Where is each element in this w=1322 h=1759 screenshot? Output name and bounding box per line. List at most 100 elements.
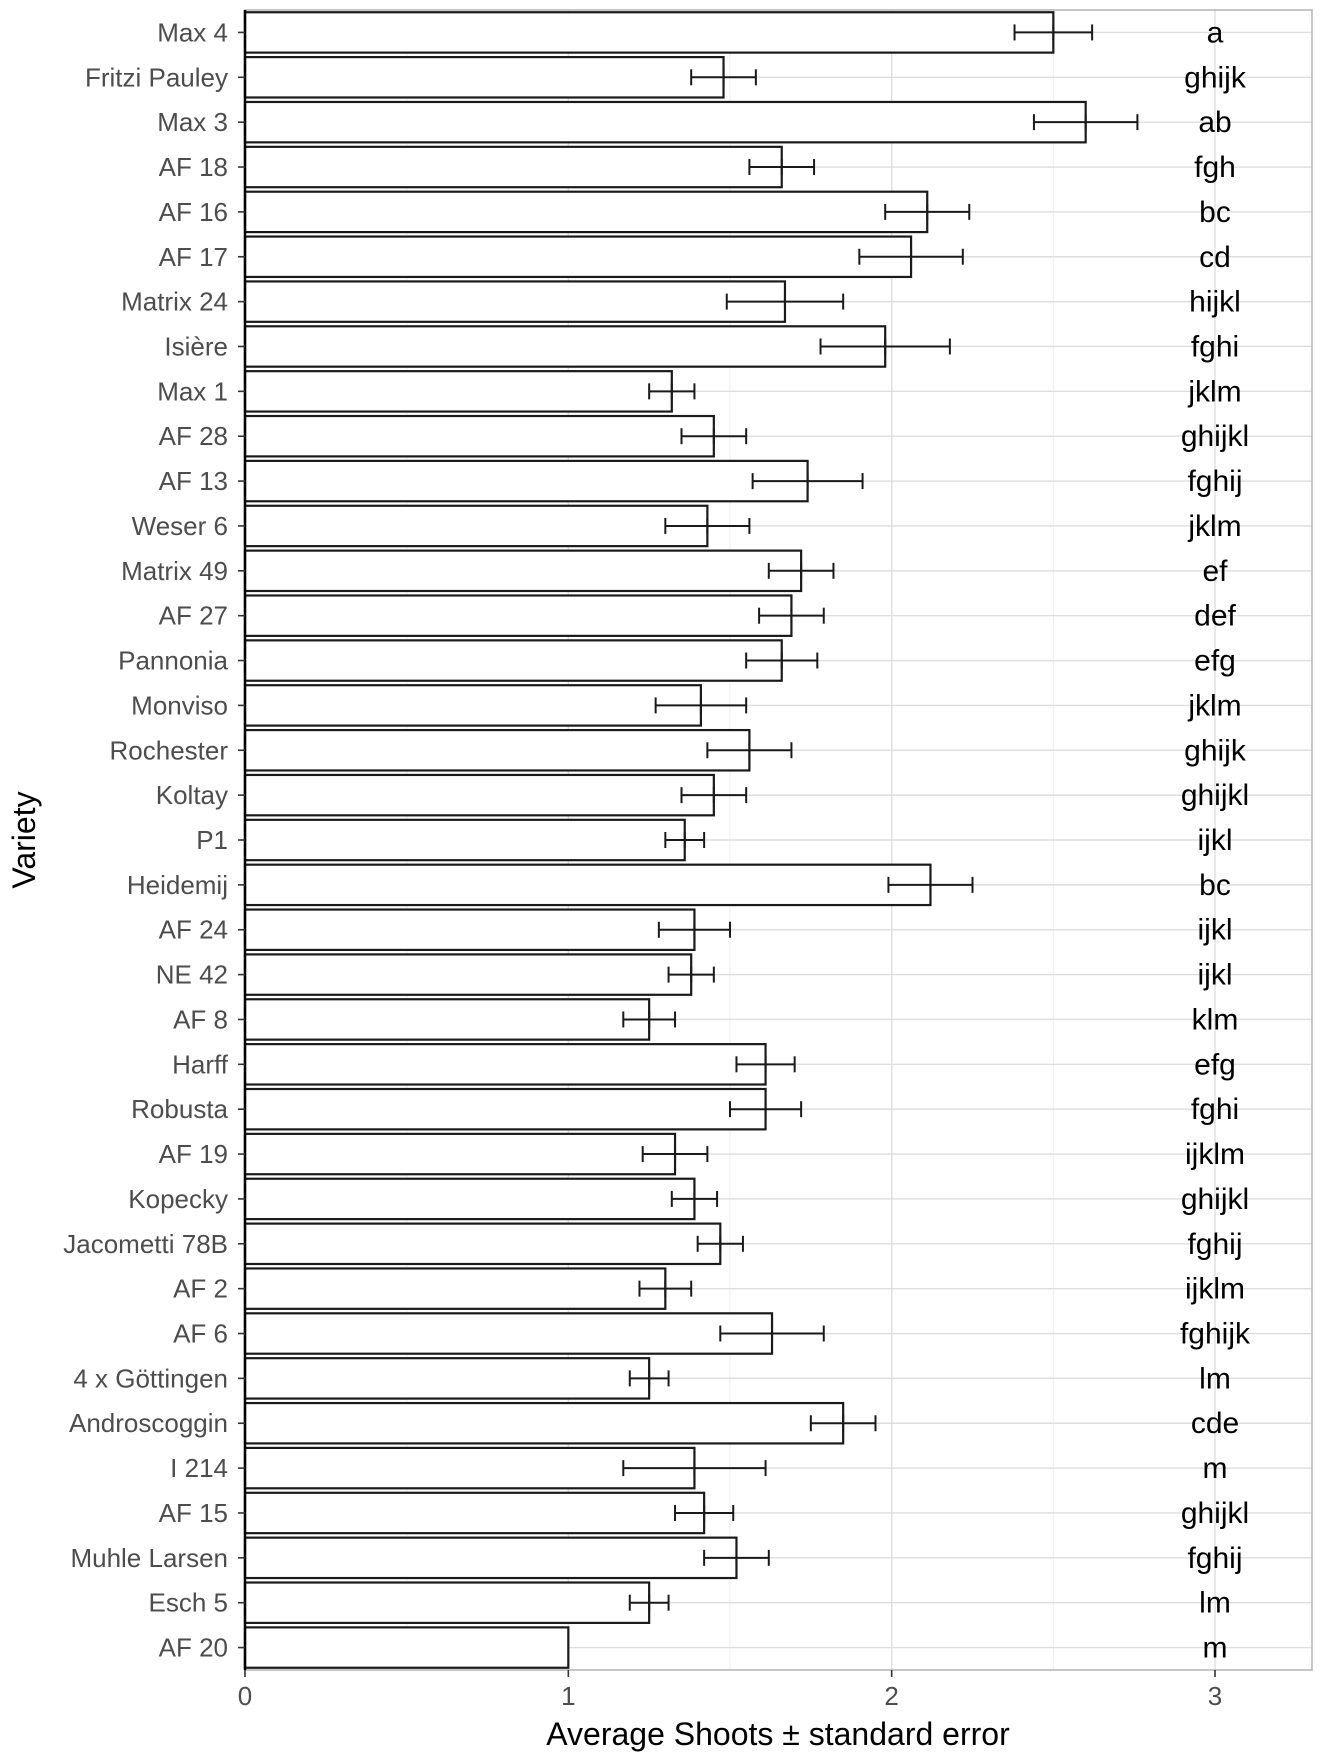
bar [243, 1581, 651, 1624]
bar [243, 100, 1087, 144]
y-tick-label: Max 3 [157, 107, 228, 137]
y-tick-label: Matrix 24 [121, 287, 228, 317]
bar [243, 1536, 738, 1580]
error-bar [1032, 114, 1139, 131]
error-bar [767, 562, 835, 579]
bar [243, 235, 913, 279]
error-bar [729, 1101, 803, 1118]
significance-letter: ijklm [1185, 1273, 1245, 1306]
bar [243, 280, 787, 323]
significance-letter: cd [1199, 241, 1231, 274]
y-tick-label: Rochester [110, 735, 229, 765]
y-tick-label: AF 6 [173, 1319, 228, 1349]
significance-letter: cde [1191, 1407, 1239, 1440]
y-tick-label: P1 [196, 825, 228, 855]
significance-letter: fgh [1194, 151, 1236, 184]
significance-letter: ijkl [1198, 824, 1233, 857]
error-bar [735, 1056, 796, 1073]
significance-letter: ghijkl [1181, 779, 1249, 812]
significance-letter: a [1207, 16, 1224, 49]
y-tick-label: Androscoggin [69, 1408, 228, 1438]
significance-letter: ghijkl [1181, 420, 1249, 453]
y-tick-label: Weser 6 [132, 511, 228, 541]
error-bar [1013, 24, 1094, 41]
bar [243, 1267, 667, 1310]
bar [243, 370, 673, 413]
bar [243, 1177, 696, 1221]
significance-letter: ghijkl [1181, 1183, 1249, 1216]
y-tick-label: NE 42 [156, 960, 228, 990]
y-tick-label: Max 1 [157, 376, 228, 406]
bar [243, 639, 783, 682]
y-tick-label: I 214 [170, 1453, 228, 1483]
significance-letter: bc [1199, 196, 1231, 229]
y-tick-label: 4 x Göttingen [73, 1363, 228, 1393]
y-tick-label: AF 18 [159, 152, 228, 182]
bar [243, 190, 929, 234]
significance-letter: ijkl [1198, 914, 1233, 947]
y-tick-label: Jacometti 78B [63, 1229, 228, 1259]
x-tick-label: 3 [1208, 1681, 1222, 1711]
bar [243, 1087, 767, 1131]
significance-letter: def [1194, 600, 1236, 633]
bar [243, 414, 715, 458]
bars [243, 11, 1087, 1669]
bar [243, 1043, 767, 1086]
y-tick-label: Muhle Larsen [70, 1543, 228, 1573]
error-bar [664, 517, 751, 534]
significance-letter: fghij [1187, 1228, 1242, 1261]
error-bar [648, 383, 696, 400]
bar [243, 594, 793, 637]
error-bar [858, 248, 964, 265]
bar [243, 1401, 845, 1445]
y-tick-label: AF 20 [159, 1633, 228, 1663]
error-bar [809, 1415, 877, 1432]
y-tick-label: Max 4 [157, 17, 228, 47]
x-tick-labels: 0 1 2 3 [238, 1670, 1222, 1711]
x-tick-label: 1 [561, 1681, 575, 1711]
error-bar [680, 428, 748, 445]
bar [243, 549, 803, 593]
y-tick-label: Kopecky [128, 1184, 228, 1214]
error-bar [696, 1235, 744, 1252]
significance-letter: klm [1192, 1003, 1239, 1036]
bar [243, 459, 809, 503]
significance-letter: lm [1199, 1362, 1231, 1395]
y-tick-label: Robusta [131, 1094, 228, 1124]
significance-letter: ab [1198, 106, 1231, 139]
bar [243, 953, 693, 996]
significance-letter: ef [1202, 555, 1228, 588]
bar [243, 818, 686, 862]
error-bar [751, 473, 864, 490]
significance-letter: efg [1194, 645, 1236, 678]
error-bar [819, 338, 951, 355]
y-tick-label: Fritzi Pauley [85, 62, 228, 92]
y-tick-label: AF 24 [159, 915, 228, 945]
y-tick-label: Koltay [156, 780, 228, 810]
bar [243, 1491, 706, 1535]
significance-letter: fghij [1187, 465, 1242, 498]
x-axis-title: Average Shoots ± standard error [546, 1716, 1010, 1752]
bar [243, 1357, 651, 1400]
error-bar [664, 832, 706, 848]
y-tick-labels: Max 4 Fritzi Pauley Max 3 AF 18 AF 16 AF 17 Ma… [63, 17, 245, 1663]
significance-letter: fghi [1191, 1093, 1239, 1126]
error-bar [654, 697, 748, 714]
significance-letter: ghijkl [1181, 1497, 1249, 1530]
significance-letter: m [1203, 1632, 1228, 1665]
bar [243, 908, 696, 952]
significance-letter: ijkl [1198, 959, 1233, 992]
error-bar [674, 1504, 735, 1521]
significance-letter: lm [1199, 1587, 1231, 1620]
x-tick-label: 0 [238, 1681, 252, 1711]
y-tick-label: AF 17 [159, 242, 228, 272]
error-bar [748, 159, 816, 176]
bar [243, 1222, 722, 1266]
error-bar [641, 1146, 709, 1163]
significance-letter: ijklm [1185, 1138, 1245, 1171]
bar [243, 56, 725, 99]
bar [243, 998, 651, 1041]
error-bar [719, 1325, 825, 1342]
bar [243, 504, 709, 548]
error-bar [628, 1594, 670, 1611]
